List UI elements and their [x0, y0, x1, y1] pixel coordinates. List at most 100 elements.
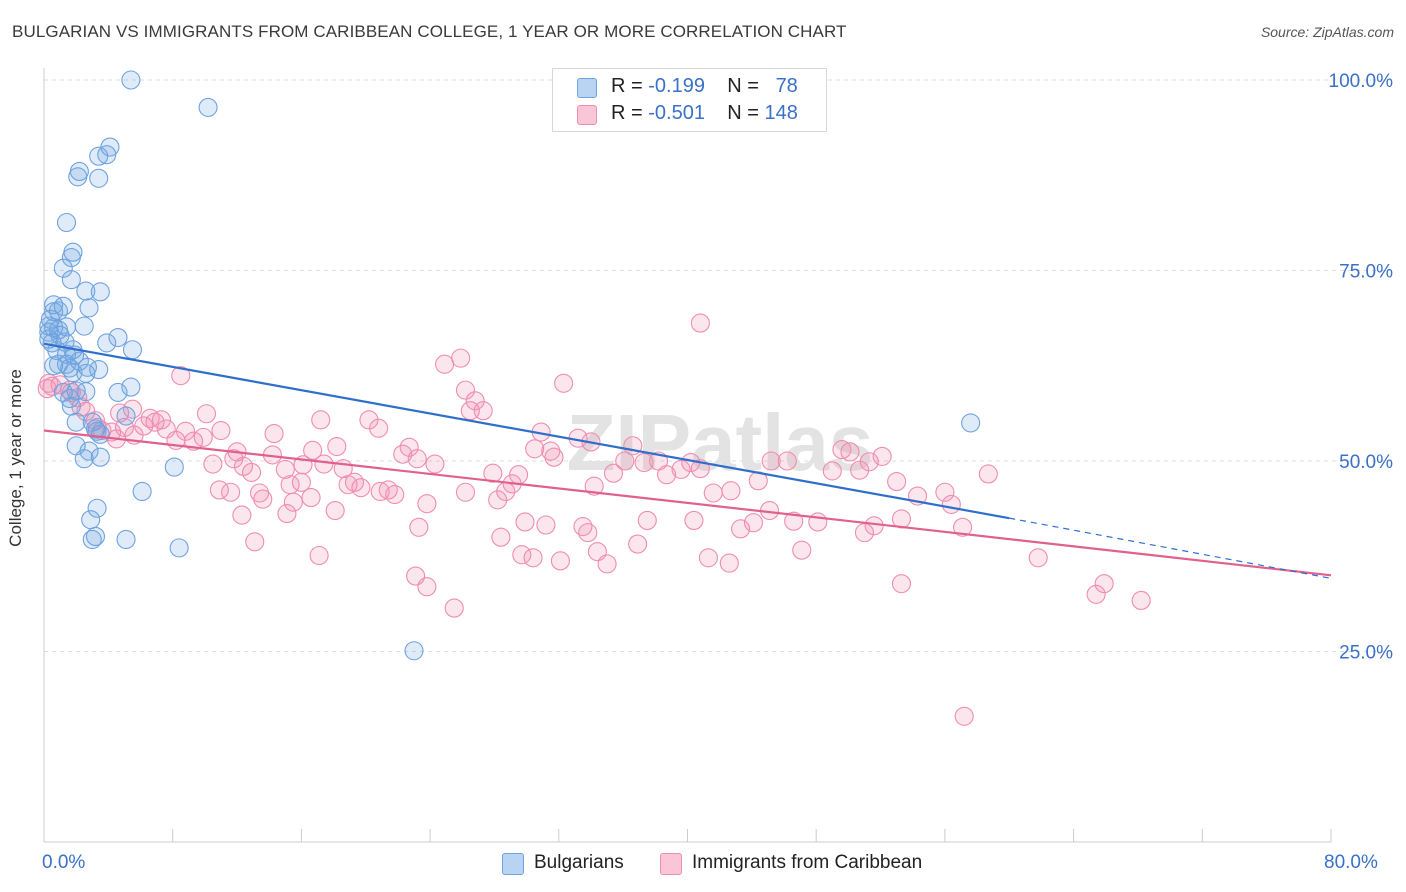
- bulgarian-point: [108, 328, 128, 348]
- bulgarian-point: [121, 377, 141, 397]
- caribbean-point: [369, 418, 389, 438]
- bulgarian-point: [122, 340, 143, 360]
- caribbean-point: [385, 484, 405, 505]
- bulgarian-point: [56, 212, 77, 233]
- caribbean-point: [792, 540, 812, 560]
- caribbean-point: [1086, 584, 1106, 604]
- legend-swatch-pink: [577, 105, 597, 125]
- caribbean-point: [309, 545, 329, 566]
- caribbean-point: [193, 427, 213, 447]
- bulgarian-point: [108, 382, 128, 402]
- caribbean-point: [283, 492, 303, 512]
- bulgarian-point: [90, 424, 110, 444]
- caribbean-point: [134, 416, 154, 436]
- caribbean-point: [690, 313, 710, 333]
- caribbean-point: [451, 348, 471, 368]
- bulgarian-point: [90, 282, 110, 302]
- caribbean-point: [891, 574, 912, 594]
- bulgarian-point: [116, 529, 136, 550]
- caribbean-point: [941, 494, 961, 514]
- bulgarian-point: [61, 396, 81, 416]
- chart-title: BULGARIAN VS IMMIGRANTS FROM CARIBBEAN C…: [12, 22, 847, 41]
- caribbean-point: [455, 482, 476, 502]
- series-caribbean-points: [37, 313, 1151, 726]
- legend-n-value: 148: [764, 102, 798, 124]
- caribbean-point: [703, 483, 723, 503]
- bulgarian-point: [116, 406, 136, 426]
- axes: [43, 68, 1332, 843]
- caribbean-point: [176, 421, 196, 441]
- caribbean-point: [314, 454, 334, 474]
- caribbean-point: [359, 410, 379, 430]
- bulgarian-point: [53, 258, 73, 278]
- legend-swatch-pink: [660, 853, 682, 875]
- caribbean-point: [1028, 548, 1048, 568]
- grid-lines: [44, 79, 1392, 652]
- series-bulgarians-points: [39, 70, 981, 661]
- caribbean-point: [435, 354, 455, 374]
- caribbean-point: [850, 460, 870, 480]
- caribbean-point: [887, 472, 907, 492]
- bulgarian-point: [89, 146, 109, 166]
- caribbean-point: [721, 481, 741, 501]
- caribbean-point: [578, 523, 598, 543]
- caribbean-point: [151, 410, 171, 430]
- bulgarian-point: [85, 526, 106, 546]
- stats-legend: R = -0.199 N = 78 R = -0.501 N = 148: [552, 68, 827, 132]
- caribbean-point: [515, 512, 535, 532]
- bulgarian-point: [90, 447, 110, 467]
- caribbean-point: [425, 454, 445, 474]
- caribbean-point: [491, 527, 511, 547]
- y-tick-labels: 25.0% 50.0% 75.0% 100.0%: [1329, 71, 1394, 664]
- caribbean-point: [761, 451, 781, 471]
- caribbean-point: [291, 472, 311, 492]
- caribbean-point: [1131, 590, 1151, 610]
- caribbean-point: [512, 545, 532, 565]
- caribbean-point: [184, 431, 204, 451]
- caribbean-point: [628, 534, 648, 554]
- bulgarian-point: [44, 356, 64, 376]
- bulgarian-point: [82, 529, 102, 550]
- bulgarian-point: [97, 145, 117, 165]
- caribbean-point: [232, 505, 252, 525]
- caribbean-point: [224, 449, 244, 469]
- caribbean-point: [264, 424, 284, 444]
- caribbean-point: [211, 420, 231, 441]
- caribbean-point: [399, 437, 419, 457]
- legend-label: Immigrants from Caribbean: [692, 852, 923, 873]
- caribbean-point: [465, 391, 485, 411]
- caribbean-point: [637, 510, 657, 530]
- caribbean-point: [370, 481, 390, 502]
- caribbean-point: [953, 517, 973, 537]
- bulgarian-point: [81, 510, 101, 530]
- bulgarian-point: [60, 388, 80, 409]
- bulgarian-point: [97, 333, 117, 353]
- caribbean-point: [275, 459, 295, 479]
- caribbean-point: [407, 449, 427, 469]
- caribbean-trend-line: [43, 429, 1332, 577]
- legend-n-value: 78: [775, 75, 798, 97]
- caribbean-point: [536, 515, 556, 535]
- bulgarian-point: [169, 538, 189, 558]
- caribbean-point: [584, 476, 604, 496]
- caribbean-point: [327, 436, 347, 457]
- caribbean-point: [1094, 574, 1114, 594]
- caribbean-point: [301, 488, 321, 508]
- bulgarian-point: [68, 167, 88, 187]
- caribbean-point: [864, 516, 884, 536]
- bulgarian-point: [164, 457, 184, 477]
- caribbean-point: [872, 446, 892, 466]
- legend-r-value: -0.501: [648, 102, 705, 124]
- caribbean-point: [634, 452, 654, 473]
- watermark: ZIPatlas: [567, 398, 874, 487]
- caribbean-point: [277, 504, 297, 524]
- caribbean-point: [541, 441, 561, 461]
- legend-label: Bulgarians: [534, 852, 624, 873]
- bulgarian-point: [198, 97, 218, 117]
- legend-r-label: R =: [611, 102, 643, 124]
- caribbean-point: [698, 548, 718, 568]
- bulgarian-point: [61, 247, 81, 268]
- caribbean-point: [473, 401, 493, 421]
- caribbean-point: [409, 517, 429, 537]
